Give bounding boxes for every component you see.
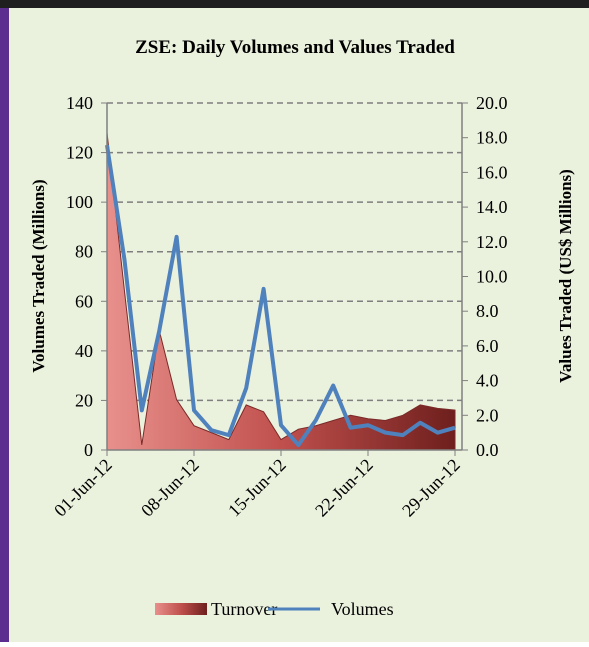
- y2-tick-label: 4.0: [476, 371, 499, 391]
- y-tick-label: 120: [66, 143, 93, 163]
- y-tick-label: 100: [66, 192, 93, 212]
- y-tick-label: 140: [66, 93, 93, 113]
- y-tick-label: 0: [84, 440, 93, 460]
- line: [105, 144, 456, 448]
- y2-tick-label: 18.0: [476, 128, 508, 148]
- y2-tick-label: 12.0: [476, 232, 508, 252]
- y2-tick-label: 0.0: [476, 440, 499, 460]
- chart-area: [9, 8, 589, 642]
- y2-tick-label: 10.0: [476, 267, 508, 287]
- y2-tick-label: 20.0: [476, 93, 508, 113]
- side-stripe: [0, 8, 9, 642]
- y2-tick-label: 8.0: [476, 301, 499, 321]
- y2-tick-label: 16.0: [476, 162, 508, 182]
- legend-label: Turnover: [211, 599, 277, 619]
- legend-swatch: [155, 603, 207, 615]
- y2-tick-label: 14.0: [476, 197, 508, 217]
- y2-tick-label: 2.0: [476, 405, 499, 425]
- y-axis-title: Volumes Traded (Millions): [29, 179, 48, 372]
- y2-axis-title: Values Traded (US$ Millions): [556, 169, 575, 383]
- y-tick-label: 80: [75, 242, 93, 262]
- y-tick-label: 60: [75, 291, 93, 311]
- y-tick-label: 20: [75, 390, 93, 410]
- chart-title: ZSE: Daily Volumes and Values Traded: [135, 37, 455, 58]
- y2-tick-label: 6.0: [476, 336, 499, 356]
- y-tick-label: 40: [75, 341, 93, 361]
- legend-label: Volumes: [331, 599, 394, 619]
